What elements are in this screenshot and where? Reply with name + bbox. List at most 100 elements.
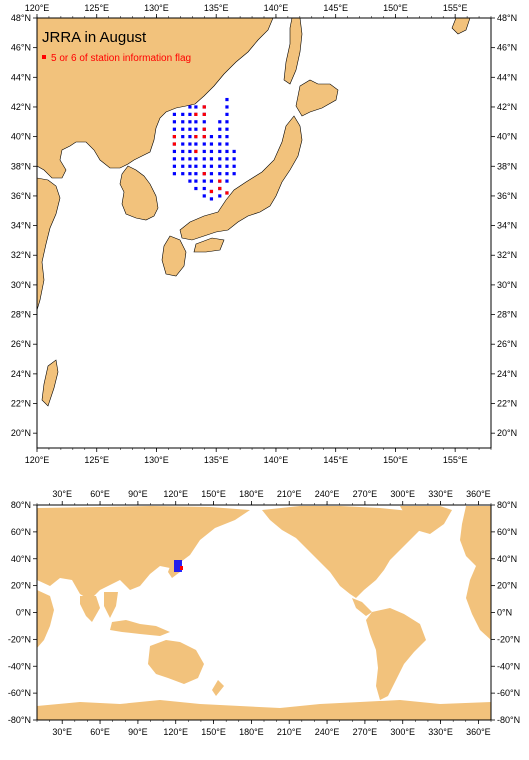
station [188,120,192,124]
lon-tick-label-top: 155°E [443,3,468,13]
station [181,127,185,131]
station [225,157,229,161]
lon-tick-label-bottom: 145°E [323,455,348,465]
station [202,194,206,198]
global-lon-label-bottom: 60°E [90,727,110,737]
global-lon-label-top: 360°E [466,489,491,499]
flagged-station [202,112,206,116]
flagged-station [172,142,176,146]
station [225,120,229,124]
new-zealand-shape [212,680,224,696]
global-lon-label-top: 30°E [52,489,72,499]
global-lat-label-right: -20°N [497,634,520,644]
station [188,157,192,161]
lon-tick-label-top: 120°E [25,3,50,13]
station [232,164,236,168]
lat-tick-label-right: 36°N [497,191,517,201]
eurasia-shape [37,506,250,600]
station [194,164,198,168]
lat-tick-label-left: 42°N [11,102,31,112]
lon-tick-label-bottom: 155°E [443,455,468,465]
europe-africa-shape [460,506,491,640]
flagged-station [194,112,198,116]
kamchatka-shape [451,18,471,35]
flagged-station [218,186,222,191]
station-points [172,97,236,201]
legend-label: 5 or 6 of station information flag [51,53,191,64]
global-lon-label-bottom: 150°E [201,727,226,737]
lat-tick-label-left: 36°N [11,191,31,201]
station [225,149,229,154]
lat-tick-label-right: 30°N [497,280,517,290]
station [218,172,222,176]
lat-tick-label-right: 28°N [497,310,517,320]
greenland-shape [400,506,452,534]
station [181,135,185,139]
map-title: JRRA in August [42,29,147,46]
station [218,142,222,146]
global-lon-label-bottom: 360°E [466,727,491,737]
global-lon-label-bottom: 180°E [239,727,264,737]
station [172,127,176,131]
station [188,149,192,154]
station [209,172,214,176]
lat-tick-label-left: 26°N [11,339,31,349]
global-lat-label-right: 80°N [497,500,517,510]
station [218,149,222,154]
global-lat-label-right: 60°N [497,527,517,537]
lat-tick-label-right: 40°N [497,132,517,142]
flagged-station [202,172,206,176]
station [194,172,198,176]
station [172,172,176,176]
station [194,105,198,109]
indonesia-shape [110,620,170,636]
global-lat-label-left: -80°N [8,715,31,725]
africa-shape [37,590,54,648]
station [225,172,229,176]
global-lon-label-top: 240°E [315,489,340,499]
lon-tick-label-top: 135°E [204,3,229,13]
north-america-shape [262,506,430,598]
flagged-station [209,189,214,194]
lat-tick-label-left: 44°N [11,72,31,82]
station [225,97,229,102]
shikoku-shape [193,237,225,253]
lon-tick-label-bottom: 140°E [264,455,289,465]
lon-tick-label-top: 125°E [84,3,109,13]
global-lat-label-right: -60°N [497,688,520,698]
station [225,142,229,146]
global-lat-label-left: 60°N [11,527,31,537]
lat-tick-label-right: 32°N [497,250,517,260]
global-lat-label-left: 20°N [11,581,31,591]
station [194,186,198,191]
station [194,142,198,146]
lat-tick-label-right: 26°N [497,339,517,349]
station [209,135,214,139]
hokkaido-shape [295,79,339,117]
lat-tick-label-right: 46°N [497,43,517,53]
global-lon-label-bottom: 300°E [390,727,415,737]
station [202,186,206,191]
lon-tick-label-top: 150°E [383,3,408,13]
lon-tick-label-top: 145°E [323,3,348,13]
lat-tick-label-right: 44°N [497,72,517,82]
lat-tick-label-right: 20°N [497,428,517,438]
station [188,172,192,176]
station [202,120,206,124]
station [188,142,192,146]
global-lon-label-top: 120°E [163,489,188,499]
global-lon-label-bottom: 240°E [315,727,340,737]
lat-tick-label-left: 32°N [11,250,31,260]
antarctica-shape [37,700,491,720]
station [232,157,236,161]
station [218,120,222,124]
station [202,157,206,161]
station [194,127,198,131]
flagged-station [225,191,229,195]
station [172,157,176,161]
station [181,142,185,146]
lat-tick-label-right: 34°N [497,221,517,231]
lon-tick-label-bottom: 150°E [383,455,408,465]
global-lon-label-top: 270°E [353,489,378,499]
